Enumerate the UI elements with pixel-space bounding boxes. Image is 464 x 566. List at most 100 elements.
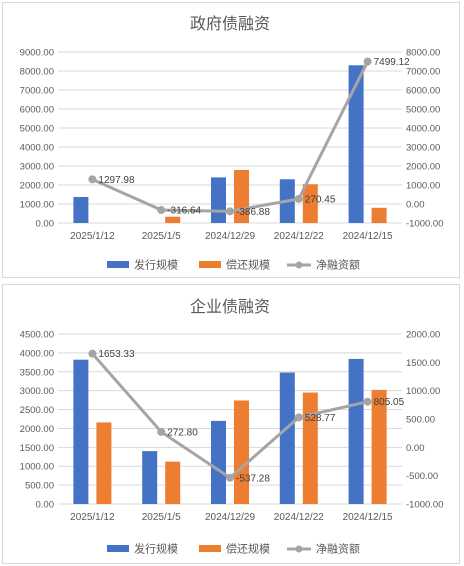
net-financing-data-label: 270.45 (305, 194, 336, 205)
legend-label: 偿还规模 (226, 258, 270, 272)
chart-title: 政府债融资 (190, 15, 270, 33)
left-axis-tick-label: 5000.00 (20, 124, 54, 135)
category-tick-label: 2025/1/5 (142, 231, 181, 242)
right-axis-tick-label: -1000.00 (406, 500, 444, 511)
right-axis-tick-label: 7000.00 (406, 67, 440, 78)
chart-title: 企业债融资 (190, 298, 270, 316)
left-axis-tick-label: 1000.00 (20, 462, 54, 473)
bar-repay (234, 400, 249, 504)
bar-issue (73, 359, 89, 504)
left-axis-tick-label: 9000.00 (20, 48, 54, 59)
left-axis-tick-label: 3000.00 (20, 386, 54, 397)
right-axis-tick-label: 1000.00 (406, 181, 440, 192)
legend-label: 发行规模 (134, 258, 178, 272)
net-financing-point (226, 207, 234, 216)
right-axis-tick-label: 8000.00 (406, 48, 440, 59)
left-axis-tick-label: 3000.00 (20, 162, 54, 173)
net-financing-data-label: 805.05 (374, 397, 405, 408)
right-axis-tick-label: 5000.00 (406, 105, 440, 116)
right-axis-tick-label: 6000.00 (406, 86, 440, 97)
net-financing-point (363, 397, 372, 406)
right-axis-tick-label: 3000.00 (406, 143, 440, 154)
bar-repay (165, 216, 181, 223)
legend-label: 净融资额 (316, 258, 360, 272)
net-financing-point (226, 473, 234, 482)
category-tick-label: 2024/12/15 (343, 231, 393, 242)
bar-issue (73, 196, 89, 223)
left-axis-tick-label: 4000.00 (20, 348, 54, 359)
bar-issue (348, 65, 364, 223)
left-axis-tick-label: 2000.00 (20, 424, 54, 435)
net-financing-data-label: -537.28 (236, 473, 270, 484)
right-axis-tick-label: -1000.00 (406, 219, 444, 230)
category-tick-label: 2024/12/22 (274, 512, 324, 523)
left-axis-tick-label: 1000.00 (20, 200, 54, 211)
net-financing-point (88, 349, 97, 358)
bar-repay (302, 184, 318, 223)
right-axis-tick-label: 0.00 (406, 200, 425, 211)
left-axis-tick-label: 0.00 (36, 500, 55, 511)
right-axis-tick-label: 1500.00 (406, 358, 440, 369)
left-axis-tick-label: 8000.00 (20, 67, 54, 78)
net-financing-data-label: 528.77 (305, 413, 336, 424)
legend-swatch (107, 545, 129, 552)
net-financing-point (294, 194, 303, 203)
bar-issue (211, 177, 226, 223)
net-financing-point (294, 413, 303, 422)
left-axis-tick-label: 2000.00 (20, 181, 54, 192)
category-tick-label: 2024/12/29 (205, 231, 255, 242)
right-axis-tick-label: 500.00 (406, 415, 435, 426)
net-financing-data-label: 1653.33 (98, 349, 135, 360)
right-axis-tick-label: 4000.00 (406, 124, 440, 135)
right-axis-tick-label: 2000.00 (406, 162, 440, 173)
enterprise-bond-chart-svg: 企业债融资 0.00 500.00 1000.00 1500.00 2000.00 2500… (20, 298, 444, 556)
left-axis-tick-label: 1500.00 (20, 443, 54, 454)
bar-repay (371, 389, 387, 504)
bar-repay (165, 461, 181, 504)
bar-issue (279, 372, 295, 504)
left-axis-tick-label: 4000.00 (20, 143, 54, 154)
left-axis-tick-label: 2500.00 (20, 405, 54, 416)
bar-repay (371, 207, 387, 223)
net-financing-point (157, 206, 166, 215)
left-axis-tick-label: 6000.00 (20, 105, 54, 116)
category-tick-label: 2024/12/29 (205, 512, 255, 523)
category-tick-label: 2024/12/15 (343, 512, 393, 523)
right-axis-tick-label: 1000.00 (406, 386, 440, 397)
left-axis-tick-label: 4500.00 (20, 330, 54, 341)
category-tick-label: 2025/1/12 (70, 231, 115, 242)
government-bond-chart-svg: 政府债融资 0.00 1000.00 2000.00 3000.00 4000.00 500… (20, 15, 444, 272)
bar-issue (211, 420, 226, 504)
net-financing-line (91, 60, 369, 213)
legend-swatch (199, 261, 221, 268)
right-axis-tick-label: -500.00 (406, 471, 438, 482)
net-financing-point (88, 175, 97, 184)
bar-repay (302, 392, 318, 504)
bar-repay (96, 422, 112, 504)
legend-label: 净融资额 (316, 542, 360, 556)
net-financing-data-label: 272.80 (167, 427, 198, 438)
legend-swatch-marker (295, 545, 303, 553)
net-financing-data-label: 7499.12 (374, 57, 411, 68)
category-tick-label: 2025/1/12 (70, 512, 115, 523)
net-financing-data-label: 1297.98 (98, 175, 135, 186)
bar-issue (348, 358, 364, 504)
left-axis-tick-label: 7000.00 (20, 86, 54, 97)
net-financing-data-label: -386.88 (236, 207, 270, 218)
legend-swatch (107, 261, 129, 268)
right-axis-tick-label: 2000.00 (406, 330, 440, 341)
legend-swatch (199, 545, 221, 552)
bar-issue (142, 451, 158, 504)
net-financing-data-label: -316.64 (167, 206, 201, 217)
enterprise-bond-financing-chart: 企业债融资 0.00 500.00 1000.00 1500.00 2000.00 2500… (2, 284, 460, 564)
legend-swatch-marker (295, 261, 303, 269)
left-axis-tick-label: 3500.00 (20, 367, 54, 378)
left-axis-tick-label: 0.00 (36, 219, 55, 230)
category-tick-label: 2024/12/22 (274, 231, 324, 242)
net-financing-point (363, 57, 372, 66)
left-axis-tick-label: 500.00 (25, 481, 54, 492)
right-axis-tick-label: 0.00 (406, 443, 425, 454)
category-tick-label: 2025/1/5 (142, 512, 181, 523)
government-bond-financing-chart: 政府债融资 0.00 1000.00 2000.00 3000.00 4000.00 500… (2, 2, 460, 278)
net-financing-point (157, 427, 166, 436)
